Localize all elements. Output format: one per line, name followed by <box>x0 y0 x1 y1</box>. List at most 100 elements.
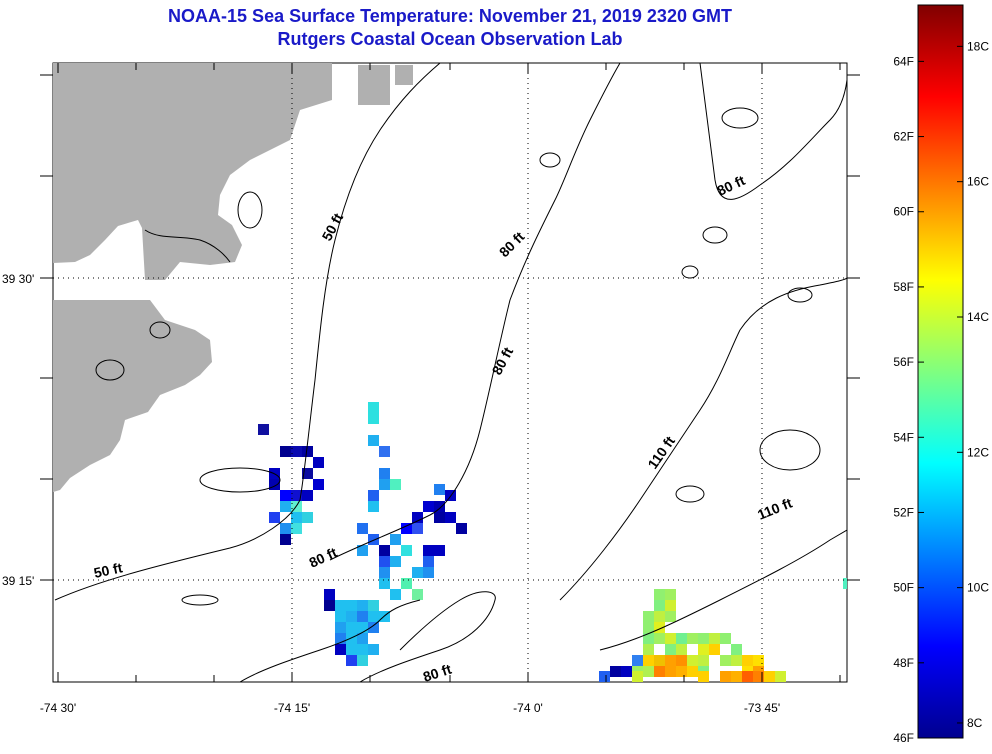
sst-pixel <box>346 633 357 644</box>
sst-pixel <box>654 611 665 622</box>
land-mass <box>53 300 212 492</box>
sst-pixel <box>291 446 302 457</box>
sst-pixel <box>753 655 764 666</box>
sst-pixel <box>698 671 709 682</box>
colorbar <box>917 4 964 739</box>
contour-shoal <box>199 467 281 493</box>
sst-pixel <box>379 556 390 567</box>
sst-pixel <box>665 633 676 644</box>
sst-pixel <box>720 655 731 666</box>
sst-pixel <box>665 666 676 677</box>
sst-pixel <box>434 484 445 495</box>
sst-pixel <box>280 490 291 501</box>
sst-pixel <box>731 644 742 655</box>
sst-pixel <box>368 644 379 655</box>
sst-pixel <box>368 600 379 611</box>
sst-pixel <box>676 666 687 677</box>
sst-pixel <box>456 523 467 534</box>
sst-pixel <box>379 545 390 556</box>
sst-pixel <box>709 644 720 655</box>
map-subtitle: Rutgers Coastal Ocean Observation Lab <box>277 29 623 49</box>
contour-110ft <box>559 277 847 601</box>
contour-shoal <box>539 152 561 168</box>
lon-tick-label: -74 15' <box>274 701 310 715</box>
sst-pixel <box>357 545 368 556</box>
sst-pixel <box>368 534 379 545</box>
colorbar-label-f: 46F <box>893 731 914 745</box>
sst-pixel <box>390 589 401 600</box>
sst-pixel <box>742 655 753 666</box>
contour-coast <box>144 229 231 263</box>
sst-pixel <box>643 644 654 655</box>
sst-pixel <box>843 578 847 589</box>
colorbar-label-f: 62F <box>893 130 914 144</box>
sst-pixel <box>423 545 434 556</box>
sst-pixel <box>709 633 720 644</box>
sst-pixel <box>676 644 687 655</box>
sst-pixel <box>632 671 643 682</box>
sst-pixel <box>643 633 654 644</box>
sst-pixel <box>610 666 621 677</box>
sst-pixel <box>346 644 357 655</box>
sst-pixel <box>643 611 654 622</box>
sst-pixel <box>368 413 379 424</box>
lat-tick-label: 39 30' <box>2 272 34 286</box>
sst-pixel <box>280 501 291 512</box>
colorbar-label-c: 14C <box>967 310 989 324</box>
contour-lower <box>239 599 421 682</box>
sst-pixel <box>654 600 665 611</box>
sst-pixel <box>698 633 709 644</box>
sst-pixel <box>434 512 445 523</box>
lon-tick-label: -74 30' <box>40 701 76 715</box>
sst-pixel <box>654 589 665 600</box>
sst-pixel <box>335 622 346 633</box>
colorbar-label-c: 8C <box>967 716 983 730</box>
sst-pixel <box>346 600 357 611</box>
sst-pixel <box>357 644 368 655</box>
colorbar-label-c: 12C <box>967 445 989 459</box>
graticule <box>53 63 847 682</box>
colorbar-label-f: 48F <box>893 656 914 670</box>
contour-shoal <box>181 594 219 606</box>
colorbar-label-f: 58F <box>893 280 914 294</box>
depth-contours <box>54 63 847 682</box>
contour-shoal <box>237 191 263 229</box>
sst-pixel <box>401 578 412 589</box>
sst-pixel <box>742 671 753 682</box>
sst-pixel <box>302 446 313 457</box>
sst-pixel <box>665 589 676 600</box>
contour-shoal <box>759 429 821 471</box>
colorbar-label-f: 60F <box>893 205 914 219</box>
sst-pixel <box>687 655 698 666</box>
sst-pixel <box>324 600 335 611</box>
sst-pixel <box>280 523 291 534</box>
sst-pixel <box>357 633 368 644</box>
sst-pixel <box>423 556 434 567</box>
sst-pixel <box>720 671 731 682</box>
sst-pixel <box>302 512 313 523</box>
lon-tick-label: -73 45' <box>744 701 780 715</box>
colorbar-label-f: 50F <box>893 581 914 595</box>
sst-pixel <box>390 534 401 545</box>
sst-pixel <box>423 567 434 578</box>
lat-tick-label: 39 15' <box>2 574 34 588</box>
map-title: NOAA-15 Sea Surface Temperature: Novembe… <box>168 6 732 26</box>
sst-pixel <box>764 671 775 682</box>
sst-pixel <box>401 545 412 556</box>
sst-pixel <box>368 622 379 633</box>
contour-shoal <box>721 107 759 129</box>
contour-80ft-east <box>699 63 847 200</box>
sst-pixel <box>269 512 280 523</box>
sst-pixel <box>357 611 368 622</box>
sst-pixel <box>357 655 368 666</box>
sst-pixel <box>379 578 390 589</box>
sst-pixel <box>676 655 687 666</box>
sst-pixel <box>775 671 786 682</box>
sst-pixel <box>654 666 665 677</box>
sst-pixel <box>654 633 665 644</box>
colorbar-label-f: 54F <box>893 430 914 444</box>
colorbar-ticks: 64F 62F 60F 58F 56F 54F 52F 50F 48F 46F 18C 16C 14C 1… <box>893 39 989 745</box>
sst-pixel <box>280 446 291 457</box>
sst-pixel <box>368 435 379 446</box>
